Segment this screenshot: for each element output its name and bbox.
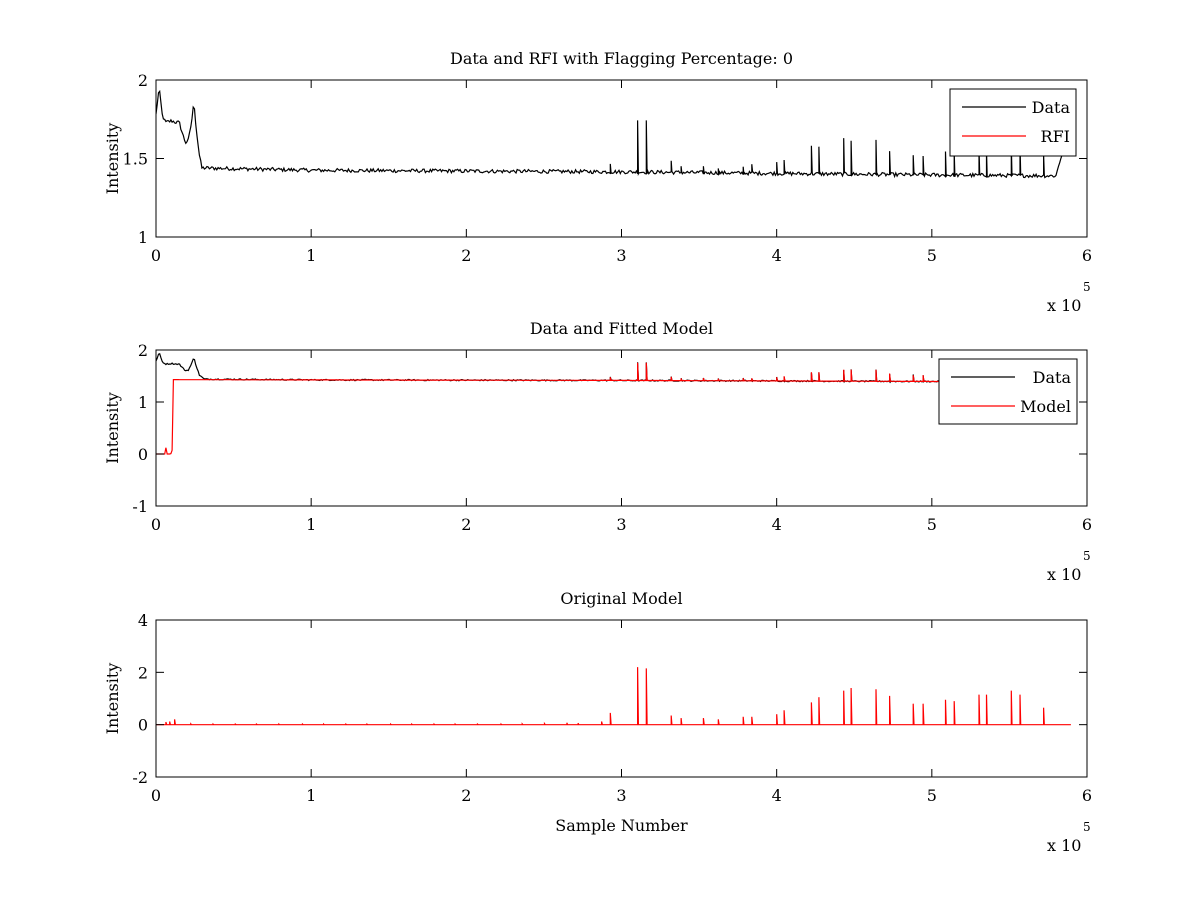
x-tick-label: 5 (927, 515, 937, 534)
series-line-data (156, 89, 1064, 179)
chart-title: Data and Fitted Model (530, 319, 713, 338)
x-axis-label: Sample Number (555, 816, 688, 835)
y-tick-label: 2 (138, 663, 148, 682)
x-tick-label: 2 (461, 786, 471, 805)
x-tick-label: 0 (151, 515, 161, 534)
x-tick-label: 5 (927, 786, 937, 805)
x-tick-label: 4 (772, 515, 782, 534)
legend-entry: Data (1032, 98, 1071, 117)
x-multiplier: x 10 (1047, 836, 1081, 855)
y-tick-label: 0 (138, 716, 148, 735)
series-group (156, 353, 1057, 455)
y-tick-label: 1 (138, 393, 148, 412)
x-tick-label: 6 (1082, 515, 1092, 534)
chart-title: Data and RFI with Flagging Percentage: 0 (450, 49, 793, 68)
y-tick-label: 1 (138, 228, 148, 247)
x-tick-label: 6 (1082, 786, 1092, 805)
axes-box (155, 79, 1088, 238)
series-group (156, 89, 1064, 179)
x-tick-label: 4 (772, 246, 782, 265)
x-tick-label: 3 (616, 786, 626, 805)
legend: Data RFI (949, 88, 1077, 157)
legend: Data Model (938, 358, 1078, 425)
chart-title: Original Model (560, 589, 682, 608)
x-multiplier: x 10 (1047, 565, 1081, 584)
x-tick-label: 5 (927, 246, 937, 265)
y-tick-label: -2 (132, 768, 148, 787)
x-tick-label: 3 (616, 515, 626, 534)
x-tick-label: 1 (306, 246, 316, 265)
y-tick-label: 0 (138, 445, 148, 464)
axes-box (155, 619, 1088, 778)
x-tick-label: 0 (151, 246, 161, 265)
y-tick-label: 2 (138, 341, 148, 360)
y-tick-label: 2 (138, 71, 148, 90)
legend-box (949, 88, 1077, 157)
x-tick-label: 6 (1082, 246, 1092, 265)
series-line-data (156, 353, 1057, 384)
x-tick-label: 2 (461, 246, 471, 265)
x-tick-label: 4 (772, 786, 782, 805)
x-tick-label: 1 (306, 786, 316, 805)
series-line-model (156, 362, 1025, 455)
y-tick-label: 1.5 (123, 150, 148, 169)
x-tick-label: 2 (461, 515, 471, 534)
legend-entry: Data (1033, 368, 1072, 387)
y-axis-label: Intensity (103, 392, 122, 464)
x-multiplier-exponent: 5 (1083, 820, 1091, 834)
x-tick-label: 3 (616, 246, 626, 265)
y-axis-label: Intensity (103, 123, 122, 195)
y-axis-label: Intensity (103, 663, 122, 735)
x-multiplier-exponent: 5 (1083, 280, 1091, 294)
legend-entry: RFI (1041, 127, 1070, 146)
series-group (156, 667, 1071, 726)
y-tick-label: -1 (132, 497, 148, 516)
x-tick-label: 1 (306, 515, 316, 534)
y-tick-label: 4 (138, 611, 148, 630)
x-tick-label: 0 (151, 786, 161, 805)
x-multiplier-exponent: 5 (1083, 549, 1091, 563)
x-multiplier: x 10 (1047, 296, 1081, 315)
legend-entry: Model (1020, 397, 1071, 416)
series-line-model (156, 667, 1071, 726)
legend-box (938, 358, 1078, 425)
